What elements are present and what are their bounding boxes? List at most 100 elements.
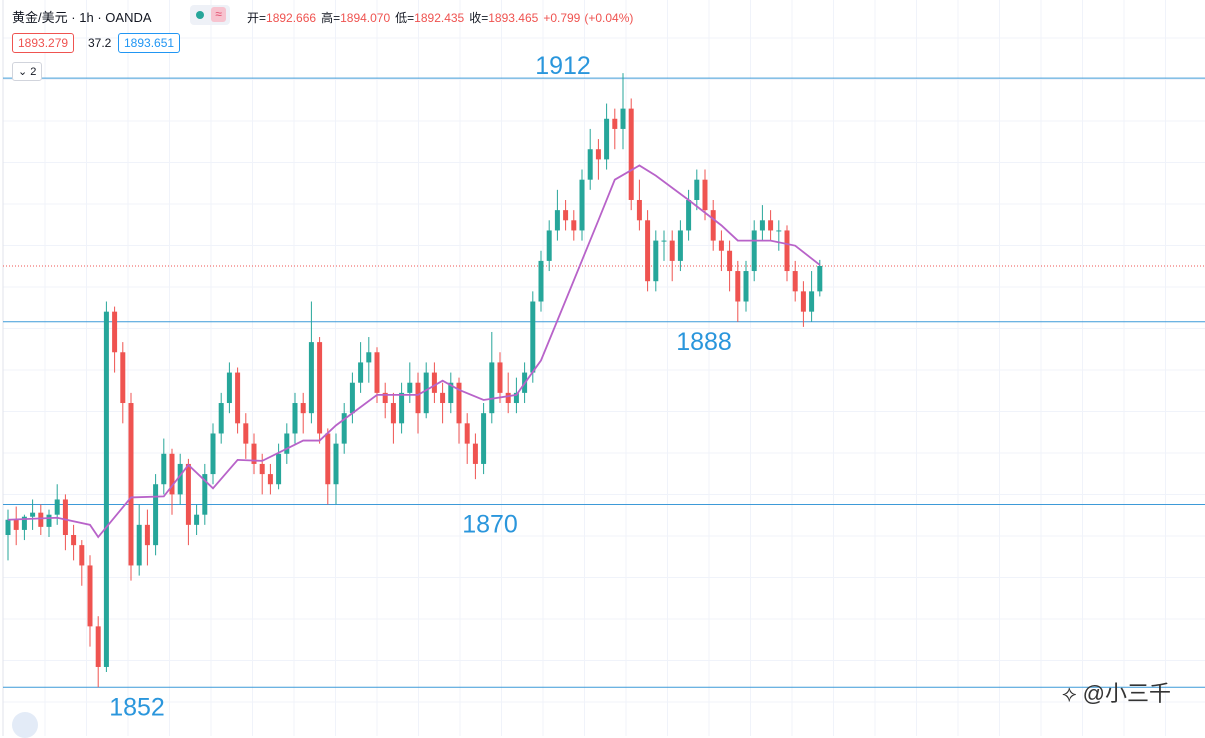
level-label: 1888 [676, 328, 732, 356]
candle-body [325, 433, 331, 485]
bid[interactable]: 1893.279 [12, 33, 75, 53]
candle-body [390, 403, 396, 424]
level-label: 1912 [535, 52, 591, 80]
candle-body [243, 423, 249, 444]
indicator-toggle[interactable]: ⌄ 2 [12, 62, 43, 81]
candle-body [366, 352, 372, 363]
change-pct: (+0.04%) [584, 11, 634, 25]
candle-body [440, 392, 446, 404]
candle-body [79, 545, 85, 566]
candle-body [497, 362, 503, 393]
candle-body [382, 392, 388, 404]
ohlc-label: 开= [247, 11, 267, 25]
candle-body [800, 291, 806, 312]
candle-body [251, 443, 257, 464]
candle-body [718, 240, 724, 251]
interval: 1h [79, 10, 94, 25]
ohlc-label: 高= [321, 11, 341, 25]
candle-body [161, 453, 167, 485]
ohlc-value: 1893.465 [488, 11, 539, 25]
watermark-text: @小三千 [1082, 681, 1171, 706]
candle-body [481, 413, 487, 464]
candle-body [768, 220, 774, 231]
candle-body [103, 311, 109, 667]
candle-body [784, 230, 790, 272]
candle-body [210, 433, 216, 475]
candle-body [202, 474, 208, 515]
watermark: ⟡ @小三千 [1062, 681, 1171, 706]
candle-body [809, 291, 815, 312]
status-dot [196, 11, 204, 19]
candle-body [333, 443, 339, 485]
candle-body [776, 230, 782, 232]
candle-body [505, 392, 511, 404]
ohlc-value: 1892.435 [414, 11, 465, 25]
candle-body [177, 463, 183, 495]
candle-body [185, 463, 191, 525]
change: +0.799 [543, 11, 581, 25]
sep: · [97, 10, 102, 25]
candle-body [54, 499, 60, 515]
ohlc-label: 收= [469, 11, 489, 25]
candle-body [292, 403, 298, 434]
candle-body [349, 382, 355, 414]
candle-body [727, 250, 733, 272]
candle-body [235, 372, 241, 424]
logo[interactable] [12, 712, 38, 738]
candle-body [21, 516, 27, 530]
spread: 37.2 [88, 36, 112, 50]
candle-body [595, 149, 601, 160]
candle-body [153, 484, 159, 546]
candle-body [563, 210, 569, 221]
ohlc-value: 1892.666 [266, 11, 317, 25]
candle-body [456, 382, 462, 424]
candle-body [62, 499, 68, 535]
candle-body [538, 260, 544, 302]
candle-body [686, 199, 692, 231]
ohlc-value: 1894.070 [340, 11, 391, 25]
candle-body [710, 210, 716, 241]
approx-icon: ≈ [211, 7, 226, 22]
moving-average [7, 164, 821, 539]
candle-body [95, 626, 101, 667]
candle-body [472, 443, 478, 464]
ask[interactable]: 1893.651 [118, 33, 181, 53]
candle-body [226, 372, 232, 404]
candle-body [415, 382, 421, 414]
candle-body [144, 524, 150, 546]
candle-body [112, 311, 118, 353]
candle-body [448, 382, 454, 404]
candle-body [87, 565, 93, 627]
candle-body [5, 519, 11, 535]
candle-body [694, 179, 700, 200]
candle-body [669, 240, 675, 261]
candle-body [13, 519, 19, 530]
candle-body [817, 265, 823, 292]
candle-body [38, 512, 44, 527]
candle-body [120, 352, 126, 404]
candle-body [546, 230, 552, 261]
candle-body [431, 372, 437, 393]
candle-body [317, 342, 323, 434]
candle-body [71, 534, 77, 546]
candle-body [620, 108, 626, 129]
candle-body [587, 149, 593, 180]
candle-body [194, 514, 200, 525]
candle-body [136, 524, 142, 566]
status-icons[interactable]: ≈ [190, 5, 230, 25]
candle-body [276, 453, 282, 485]
candle-body [628, 108, 634, 200]
candle-body [612, 118, 618, 129]
symbol-info: 黄金/美元 · 1h · OANDA [12, 7, 152, 26]
candle-body [30, 512, 36, 517]
level-label: 1852 [109, 693, 165, 721]
candle-body [218, 403, 224, 434]
candle-body [735, 271, 741, 302]
ohlc: 开=1892.666 高=1894.070 低=1892.435 收=1893.465… [247, 9, 633, 26]
candle-body [407, 382, 413, 393]
candle-body [284, 433, 290, 454]
candle-body [792, 271, 798, 292]
candle-body [267, 474, 273, 485]
